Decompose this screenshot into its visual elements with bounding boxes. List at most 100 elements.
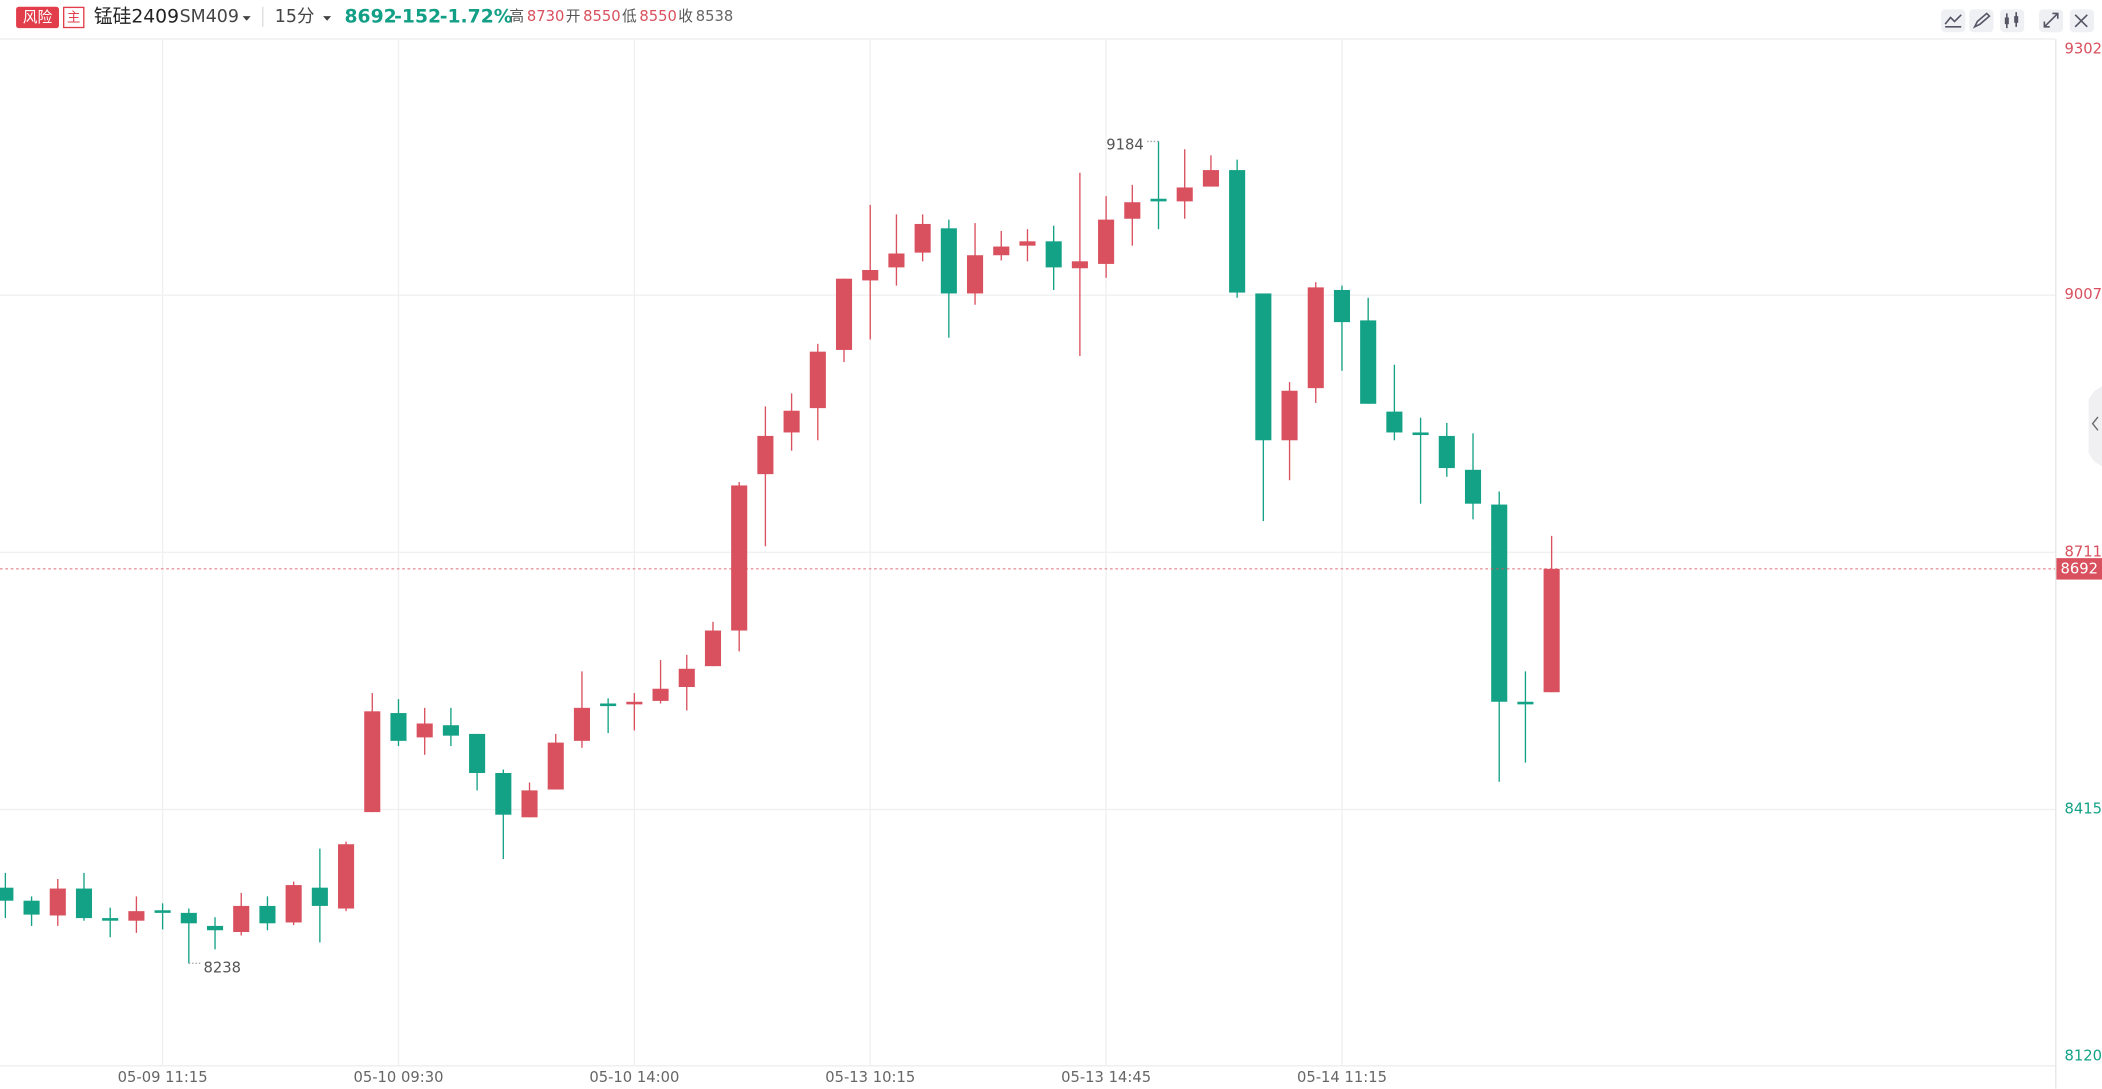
candle-body <box>102 918 119 921</box>
candle-body <box>862 269 879 281</box>
candle-body <box>23 900 40 915</box>
candle-body <box>128 911 145 921</box>
tool-icon <box>2004 17 2009 25</box>
candle-body <box>521 790 538 818</box>
low-annotation: 8238 <box>204 960 242 977</box>
candle-body <box>1019 241 1036 246</box>
candle-body <box>364 711 381 813</box>
candle-body <box>888 253 905 268</box>
candle-body <box>678 668 695 687</box>
x-tick-label: 05-09 11:15 <box>118 1069 208 1086</box>
candle-body <box>233 905 250 932</box>
candle-body <box>914 223 931 253</box>
period[interactable]: 15分 <box>275 7 315 27</box>
symbol-code[interactable]: SM409 <box>180 7 239 27</box>
candle-body <box>0 887 14 901</box>
candle-body <box>835 278 853 350</box>
candle-body <box>390 713 407 741</box>
x-tick-label: 05-10 14:00 <box>589 1069 679 1086</box>
main-text: 主 <box>67 10 80 26</box>
candle-body <box>573 707 590 741</box>
change-pct: -1.72% <box>440 6 513 27</box>
candle-body <box>1098 219 1115 264</box>
candle-body <box>1202 170 1219 187</box>
candle-body <box>1386 411 1403 433</box>
y-tick-label: 8711 <box>2064 543 2102 560</box>
y-tick-label: 9302 <box>2064 41 2102 58</box>
candle-body <box>547 742 564 790</box>
x-tick-label: 05-13 10:15 <box>825 1069 915 1086</box>
candle-body <box>1412 432 1429 436</box>
risk-badge <box>16 6 59 29</box>
grid <box>0 38 2056 1066</box>
candle-body <box>338 844 355 909</box>
open-value: 8550 <box>583 8 621 25</box>
candle-body <box>600 703 617 707</box>
tool-button[interactable] <box>1969 9 1994 33</box>
candle-body <box>1360 320 1377 404</box>
candle-body <box>1491 504 1508 702</box>
close-label: 收 <box>678 8 693 25</box>
candle-body <box>1438 435 1455 469</box>
candle-body <box>1333 289 1351 323</box>
low-label: 低 <box>622 8 637 25</box>
plot <box>0 141 1560 964</box>
low-value: 8550 <box>639 8 677 25</box>
candle-body <box>180 912 197 924</box>
x-tick-label: 05-13 14:45 <box>1061 1069 1151 1086</box>
candle-body <box>809 351 826 409</box>
labels: 8120 8415 8711 9007 9302 05-09 11:15 05-10 09:… <box>0 41 2102 1086</box>
candle-body <box>311 887 328 906</box>
risk-text: 风险 <box>23 9 53 26</box>
caret[interactable] <box>242 16 251 21</box>
candle-body <box>1176 187 1193 202</box>
y-tick-label: 8415 <box>2064 800 2102 817</box>
last-price-label: 8692 <box>2060 561 2098 578</box>
high-annotation: 9184 <box>1106 136 1143 153</box>
change: -152 <box>394 6 441 27</box>
y-tick-label: 8120 <box>2064 1047 2102 1064</box>
caret[interactable] <box>323 16 332 21</box>
candle-body <box>704 630 722 667</box>
candle-body <box>1071 261 1088 269</box>
candle-body <box>469 733 486 774</box>
last-price: 8692 <box>345 6 397 27</box>
candle-body <box>285 885 302 923</box>
x-tick-label: 05-14 11:15 <box>1297 1069 1387 1086</box>
high-value: 8730 <box>527 8 565 25</box>
candle-body <box>967 255 984 294</box>
candle-body <box>206 925 224 931</box>
y-tick-label: 9007 <box>2064 286 2102 303</box>
tool-icon <box>2014 16 2019 23</box>
candle-body <box>757 435 774 475</box>
tool-button[interactable] <box>2000 9 2025 33</box>
candle-body <box>1307 287 1324 389</box>
candle-body <box>1543 568 1560 693</box>
candle-body <box>652 688 669 701</box>
candle-body <box>783 410 800 433</box>
candle-body <box>416 723 433 738</box>
candle-body <box>1255 293 1272 441</box>
candle-body <box>1045 241 1062 268</box>
candle-body <box>1517 701 1534 705</box>
candle-body <box>154 910 171 913</box>
candle-body <box>49 888 66 916</box>
candle-body <box>1464 469 1482 504</box>
candle-body <box>1281 390 1298 441</box>
candle-body <box>259 905 276 924</box>
candle-body <box>75 888 93 919</box>
toolbar <box>1941 9 2094 33</box>
tool-icon <box>1972 12 1991 29</box>
x-tick-label: 05-10 09:30 <box>353 1069 443 1086</box>
candle-body <box>626 701 643 705</box>
candle-body <box>1150 198 1167 202</box>
last-price-tag <box>2056 558 2102 580</box>
main-badge <box>63 6 85 29</box>
side-panel-arrow <box>2091 416 2099 431</box>
symbol-name[interactable]: 锰硅2409 <box>94 5 179 27</box>
candle-body <box>442 725 459 736</box>
candle-body <box>1229 170 1246 293</box>
